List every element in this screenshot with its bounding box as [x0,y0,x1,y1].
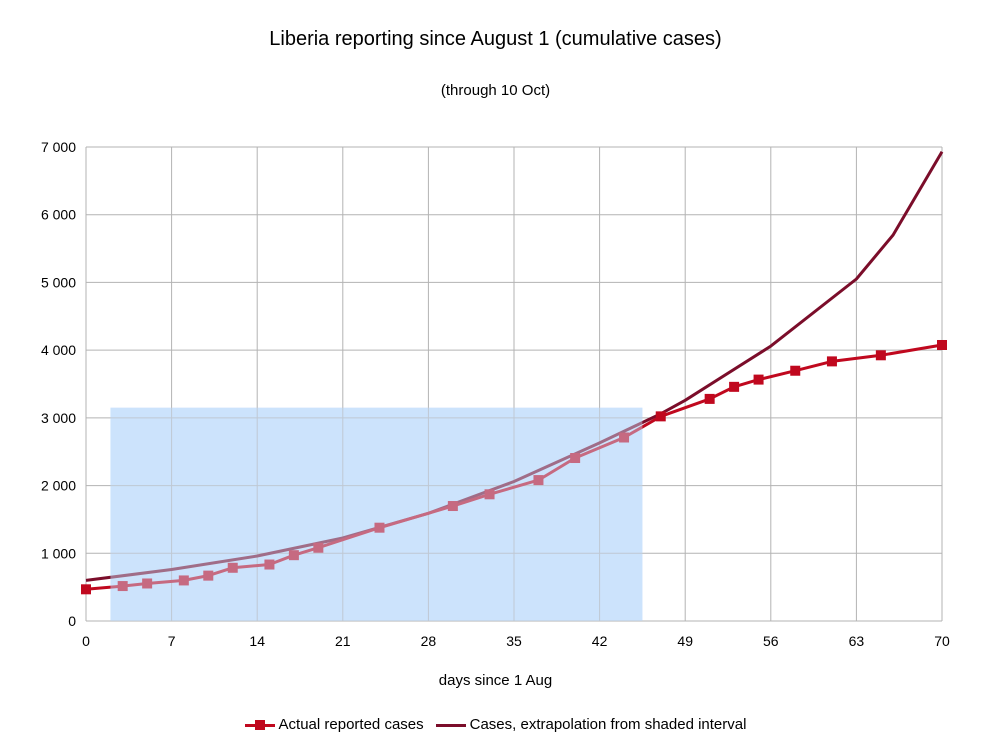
data-point-actual-3 [178,575,189,586]
data-point-actual-15 [655,411,666,422]
data-point-actual-16 [704,393,715,404]
data-point-actual-4 [203,570,214,581]
x-tick-label-6: 42 [592,633,608,649]
data-point-actual-21 [875,350,886,361]
x-tick-label-1: 7 [168,633,176,649]
y-tick-label-7: 7 000 [41,139,76,155]
data-point-actual-18 [753,374,764,385]
legend-item-extrapolation: Cases, extrapolation from shaded interva… [435,716,747,733]
data-point-actual-10 [447,501,458,512]
y-tick-label-0: 0 [68,613,76,629]
data-point-actual-0 [81,584,91,595]
chart-subtitle: (through 10 Oct) [440,82,551,99]
data-point-actual-22 [937,339,947,350]
x-tick-label-5: 35 [506,633,522,649]
x-tick-label-2: 14 [249,633,265,649]
data-point-actual-17 [729,381,740,392]
data-point-actual-8 [313,542,324,553]
data-point-actual-6 [264,559,275,570]
data-point-actual-9 [374,522,385,533]
shaded-interval-overlay [110,407,643,621]
legend-label-actual: Actual reported cases [278,716,424,733]
series-line-extrapolation [85,150,944,582]
shaded-interval [110,407,643,621]
data-point-actual-2 [142,578,153,589]
legend: Actual reported cases Cases, extrapolati… [0,716,991,733]
legend-swatch-extrapolation [435,718,466,732]
legend-item-actual: Actual reported cases [244,716,424,733]
x-tick-label-4: 28 [421,633,437,649]
x-tick-label-9: 63 [849,633,865,649]
data-point-actual-12 [533,475,544,486]
legend-label-extrapolation: Cases, extrapolation from shaded interva… [469,716,747,733]
data-point-actual-7 [288,550,299,561]
x-tick-label-0: 0 [82,633,90,649]
data-point-actual-11 [484,489,495,500]
legend-swatch-actual [244,718,275,732]
y-tick-label-5: 5 000 [41,274,76,290]
x-axis-label: days since 1 Aug [438,672,553,689]
x-tick-label-10: 70 [934,633,950,649]
data-point-actual-19 [790,365,801,376]
x-tick-label-3: 21 [335,633,351,649]
y-tick-label-4: 4 000 [41,342,76,358]
x-tick-label-8: 56 [763,633,779,649]
data-point-actual-14 [619,432,630,443]
y-tick-label-1: 1 000 [41,545,76,561]
y-tick-label-2: 2 000 [41,478,76,494]
y-tick-label-6: 6 000 [41,207,76,223]
y-tick-label-3: 3 000 [41,410,76,426]
chart-title: Liberia reporting since August 1 (cumula… [269,28,722,50]
x-tick-label-7: 49 [677,633,693,649]
data-point-actual-1 [117,581,128,592]
data-point-actual-5 [227,562,238,573]
data-point-actual-20 [826,356,837,367]
data-point-actual-13 [570,453,581,464]
